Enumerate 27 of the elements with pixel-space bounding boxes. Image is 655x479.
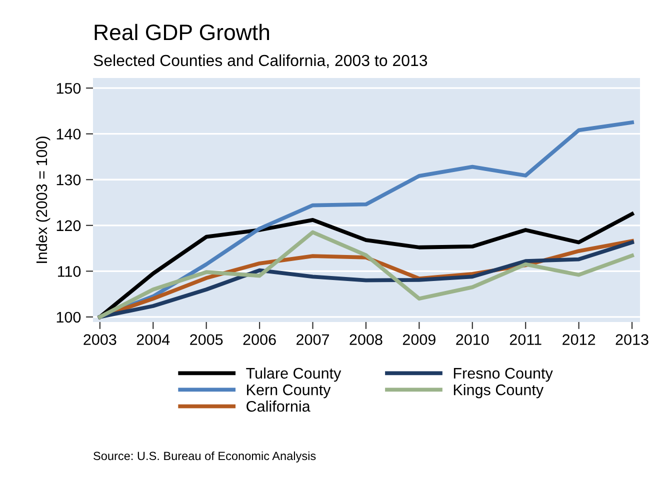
x-tick-label: 2011: [510, 334, 542, 346]
x-tick-label: 2013: [616, 334, 648, 346]
y-tick-label: 110: [58, 266, 81, 277]
x-tick-label: 2005: [190, 334, 223, 346]
x-tick-label: 2010: [456, 334, 489, 346]
x-tick-label: 2007: [296, 334, 329, 346]
chart-subtitle: Selected Counties and California, 2003 to 2013: [94, 54, 428, 68]
x-tick-label: 2012: [562, 334, 596, 346]
y-tick-label: 100: [56, 312, 81, 323]
x-tick-label: 2009: [402, 334, 436, 346]
legend-label: Fresno County: [454, 368, 553, 382]
line-series: [98, 212, 634, 319]
x-tick-label: 2008: [350, 334, 382, 346]
y-tick-label: 130: [56, 174, 81, 186]
y-tick-label: 120: [56, 220, 81, 232]
y-axis-title: Index (2003 = 100): [36, 136, 50, 263]
y-tick-label: 140: [56, 128, 81, 140]
x-tick-label: 2003: [84, 334, 116, 346]
source-note: Source: U.S. Bureau of Economic Analysis: [94, 451, 316, 462]
legend-label: Kings County: [454, 384, 544, 398]
legend-label: California: [246, 400, 310, 412]
chart-title: Real GDP Growth: [94, 24, 269, 40]
legend-label: Tulare County: [246, 367, 342, 382]
x-tick-label: 2006: [243, 334, 276, 346]
y-tick-label: 150: [56, 82, 81, 94]
x-tick-label: 2004: [136, 334, 170, 346]
legend-label: Kern County: [247, 384, 331, 398]
